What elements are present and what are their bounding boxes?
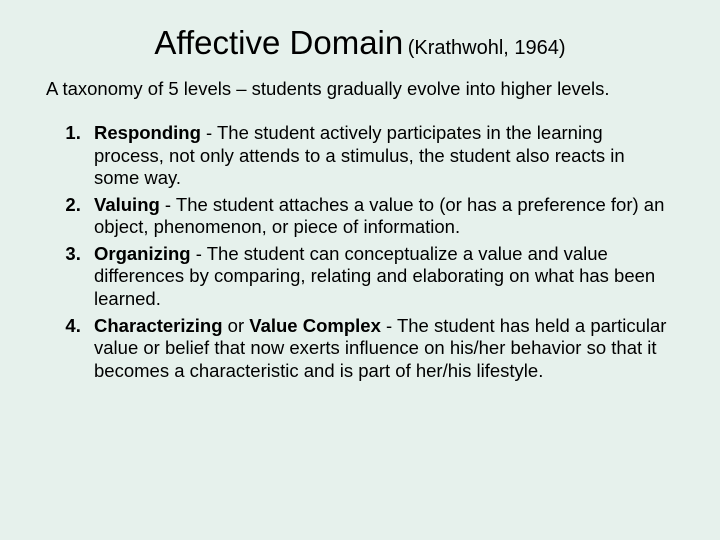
list-item: Organizing - The student can conceptuali…: [86, 243, 670, 311]
list-item: Characterizing or Value Complex - The st…: [86, 315, 670, 383]
term: Characterizing: [94, 315, 223, 336]
levels-list: Responding - The student actively partic…: [60, 122, 680, 382]
term: Valuing: [94, 194, 160, 215]
slide-citation: (Krathwohl, 1964): [408, 37, 566, 59]
sep: -: [381, 315, 397, 336]
term: Organizing: [94, 243, 191, 264]
desc: The student attaches a value to (or has …: [94, 194, 664, 238]
slide: Affective Domain (Krathwohl, 1964) A tax…: [0, 0, 720, 540]
term: Responding: [94, 122, 201, 143]
mid: or: [223, 315, 250, 336]
sep: -: [191, 243, 207, 264]
term2: Value Complex: [249, 315, 381, 336]
title-line: Affective Domain (Krathwohl, 1964): [40, 24, 680, 62]
subtitle: A taxonomy of 5 levels – students gradua…: [46, 78, 680, 100]
slide-title: Affective Domain: [154, 24, 403, 61]
sep: -: [201, 122, 217, 143]
list-item: Valuing - The student attaches a value t…: [86, 194, 670, 239]
list-item: Responding - The student actively partic…: [86, 122, 670, 190]
sep: -: [160, 194, 176, 215]
